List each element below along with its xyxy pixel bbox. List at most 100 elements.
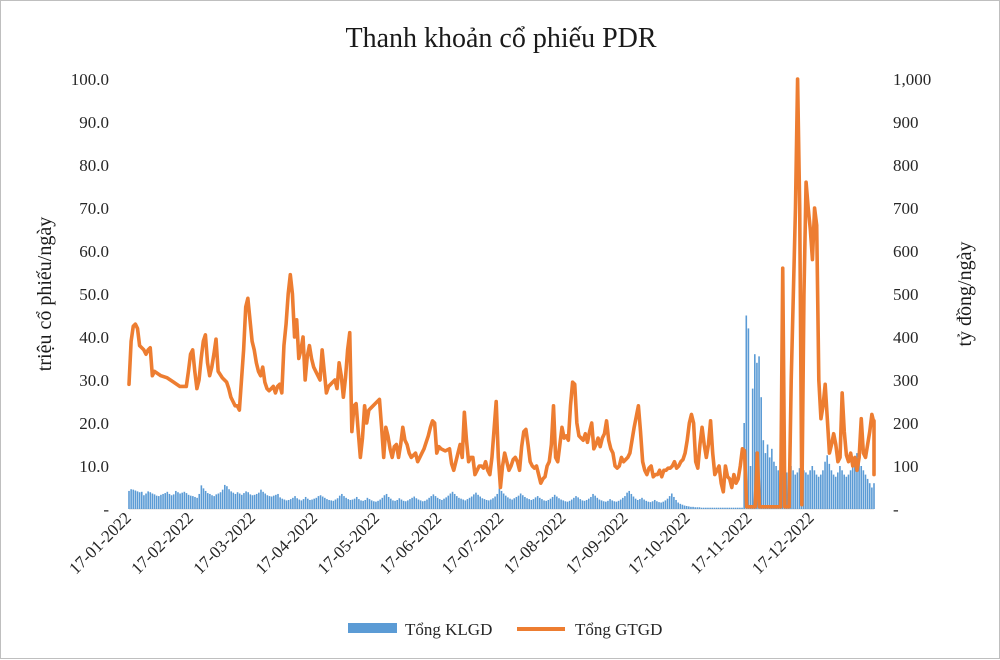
bar bbox=[385, 493, 388, 509]
bar bbox=[336, 498, 339, 509]
bar bbox=[509, 498, 511, 509]
bar bbox=[253, 494, 256, 509]
right-axis-ticks: - 100 200 300 400 500 600 700 800 900 1,000 bbox=[893, 70, 931, 519]
bar bbox=[490, 499, 492, 509]
legend-swatch-tong-klgd bbox=[348, 623, 397, 633]
bar bbox=[749, 466, 752, 509]
x-tick-label: 17-01-2022 bbox=[65, 508, 135, 578]
bar bbox=[287, 499, 290, 509]
bar bbox=[696, 507, 699, 509]
bar bbox=[528, 499, 530, 509]
x-tick-label: 17-12-2022 bbox=[748, 508, 818, 578]
bar bbox=[394, 500, 396, 509]
bar bbox=[837, 472, 839, 509]
bar bbox=[370, 500, 373, 509]
bar bbox=[734, 507, 737, 509]
bar bbox=[641, 497, 643, 509]
bar bbox=[128, 490, 130, 509]
bar bbox=[690, 506, 692, 509]
bar bbox=[730, 507, 733, 509]
bar bbox=[326, 499, 328, 509]
bar bbox=[862, 470, 865, 509]
bar bbox=[851, 466, 854, 509]
bar bbox=[624, 496, 626, 509]
bar bbox=[807, 474, 809, 509]
bar bbox=[868, 483, 871, 509]
bar bbox=[845, 476, 848, 509]
bar bbox=[849, 470, 852, 509]
bar bbox=[700, 507, 703, 509]
bar bbox=[766, 444, 769, 509]
bar bbox=[387, 496, 390, 509]
right-axis-title: tỷ đồng/ngày bbox=[954, 242, 976, 347]
bar bbox=[511, 499, 513, 509]
bar bbox=[541, 499, 543, 509]
bar bbox=[647, 501, 650, 509]
bar bbox=[532, 499, 535, 509]
bar bbox=[353, 498, 356, 509]
bar bbox=[330, 500, 333, 509]
bar bbox=[332, 500, 335, 509]
bar bbox=[155, 495, 158, 509]
bar bbox=[594, 495, 596, 509]
bar bbox=[458, 497, 460, 509]
bar bbox=[643, 499, 645, 509]
bar bbox=[673, 496, 675, 509]
bar bbox=[579, 499, 582, 509]
bar bbox=[262, 491, 264, 509]
bar bbox=[628, 490, 631, 509]
bar bbox=[258, 492, 260, 509]
bar bbox=[160, 494, 162, 509]
bar bbox=[707, 507, 709, 509]
bar bbox=[498, 488, 501, 509]
bar bbox=[300, 500, 303, 509]
bar bbox=[515, 496, 518, 509]
bar bbox=[607, 500, 609, 509]
bar bbox=[777, 470, 780, 509]
bar bbox=[858, 461, 860, 509]
bar bbox=[264, 493, 267, 509]
bar bbox=[192, 496, 194, 509]
bar bbox=[662, 501, 665, 509]
bar bbox=[596, 497, 599, 509]
bar bbox=[611, 500, 613, 509]
bar bbox=[194, 496, 196, 509]
bar bbox=[283, 499, 286, 509]
bar bbox=[415, 498, 418, 509]
bar bbox=[713, 507, 716, 509]
bar bbox=[562, 500, 565, 509]
bar bbox=[636, 499, 639, 509]
bar bbox=[324, 497, 326, 509]
bar bbox=[238, 493, 241, 509]
bar bbox=[390, 498, 392, 509]
bar bbox=[785, 472, 788, 509]
bar bbox=[445, 497, 447, 509]
bar bbox=[741, 507, 743, 509]
bar bbox=[551, 496, 554, 509]
bar bbox=[796, 472, 799, 509]
bar bbox=[771, 448, 773, 509]
bar bbox=[598, 499, 601, 509]
bar bbox=[487, 500, 490, 509]
bar bbox=[285, 500, 288, 509]
bar bbox=[304, 496, 307, 509]
bar bbox=[760, 397, 762, 509]
bar bbox=[392, 500, 394, 509]
bar bbox=[411, 497, 413, 509]
bar bbox=[705, 507, 707, 509]
bar bbox=[698, 507, 701, 509]
bar bbox=[289, 499, 292, 509]
bar bbox=[255, 493, 258, 509]
bar bbox=[347, 499, 350, 509]
bar bbox=[549, 498, 552, 509]
bar bbox=[140, 491, 143, 509]
right-tick-label: 400 bbox=[893, 328, 919, 347]
bar bbox=[432, 494, 435, 509]
bar bbox=[443, 498, 445, 509]
bar bbox=[764, 453, 767, 509]
bar bbox=[809, 470, 811, 509]
bar bbox=[189, 495, 192, 509]
bar bbox=[313, 498, 315, 509]
bar bbox=[317, 496, 320, 509]
